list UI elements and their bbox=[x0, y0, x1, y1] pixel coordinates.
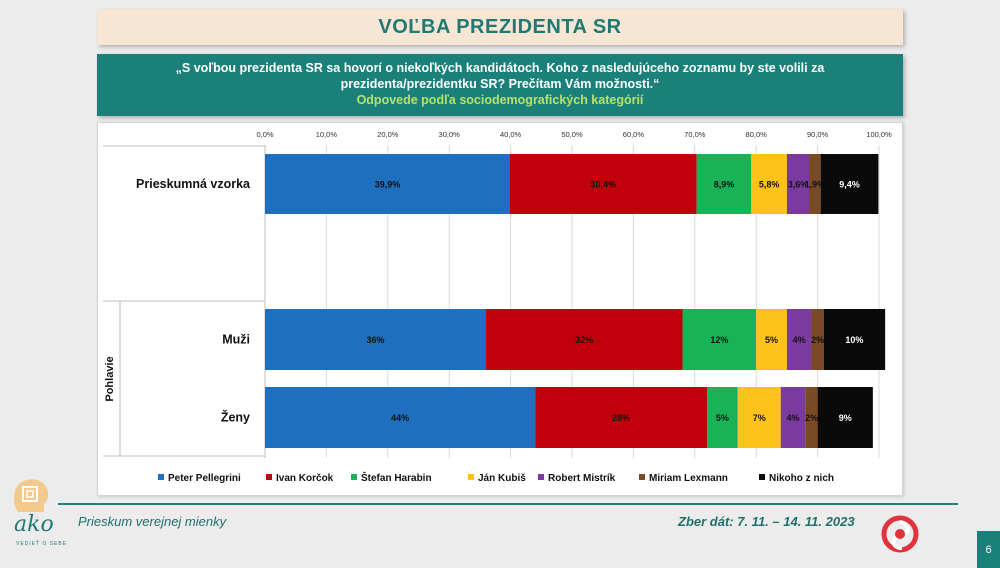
data-label: 39,9% bbox=[375, 180, 401, 190]
bar-segment bbox=[751, 154, 787, 214]
data-label: 8,9% bbox=[714, 180, 735, 190]
data-label: 7% bbox=[753, 413, 766, 423]
x-tick-label: 70,0% bbox=[684, 130, 706, 139]
title-banner: VOĽBA PREZIDENTA SR bbox=[97, 9, 903, 45]
bar-segment bbox=[486, 309, 683, 370]
page-title: VOĽBA PREZIDENTA SR bbox=[378, 15, 622, 38]
data-label: 2% bbox=[805, 413, 818, 423]
footer-survey-label: Prieskum verejnej mienky bbox=[78, 514, 227, 529]
x-tick-label: 80,0% bbox=[746, 130, 768, 139]
category-label: Prieskumná vzorka bbox=[136, 177, 251, 191]
data-label: 4% bbox=[787, 413, 800, 423]
bar-segment bbox=[820, 154, 879, 214]
data-label: 4% bbox=[793, 335, 806, 345]
x-tick-label: 50,0% bbox=[561, 130, 583, 139]
bar-segment bbox=[265, 154, 510, 214]
ako-logo-tagline: VEDIEŤ O SEBE bbox=[16, 541, 68, 547]
data-label: 10% bbox=[845, 335, 863, 345]
bar-segment bbox=[707, 387, 738, 448]
ako-logo-text: ako bbox=[14, 512, 54, 537]
bar-segment bbox=[823, 309, 886, 370]
x-tick-label: 40,0% bbox=[500, 130, 522, 139]
x-tick-label: 100,0% bbox=[866, 130, 892, 139]
data-label: 3,6% bbox=[788, 180, 809, 190]
data-label: 5,8% bbox=[759, 180, 780, 190]
bar-segment bbox=[786, 154, 810, 214]
data-label: 32% bbox=[575, 335, 593, 345]
data-label: 12% bbox=[710, 335, 728, 345]
group-label: Pohlavie bbox=[104, 356, 116, 401]
bar-segment bbox=[265, 309, 487, 370]
ako-head-logo-icon bbox=[13, 479, 49, 512]
question-line-2: prezidenta/prezidentku SR? Prečítam Vám … bbox=[340, 77, 660, 91]
data-label: 44% bbox=[391, 413, 409, 423]
legend-swatch bbox=[759, 474, 765, 480]
bar-segment bbox=[696, 154, 752, 214]
category-label: Ženy bbox=[221, 410, 250, 425]
bar-segment bbox=[780, 387, 806, 448]
data-label: 1,9% bbox=[805, 180, 826, 190]
bar-segment bbox=[682, 309, 757, 370]
x-tick-label: 20,0% bbox=[377, 130, 399, 139]
data-label: 2% bbox=[811, 335, 824, 345]
bar-segment bbox=[805, 387, 818, 448]
x-tick-label: 30,0% bbox=[439, 130, 461, 139]
legend-label: Ivan Korčok bbox=[276, 473, 334, 484]
chart-panel: 0,0% 10,0% 20,0% 30,0% 40,0% 50,0% 60,0% 70,0% 8… bbox=[97, 122, 903, 496]
x-tick-label: 60,0% bbox=[623, 130, 645, 139]
data-label: 30,4% bbox=[591, 180, 617, 190]
footer-divider bbox=[58, 503, 958, 505]
page-number: 6 bbox=[977, 531, 1000, 568]
bar-segment bbox=[811, 309, 824, 370]
bar-segment bbox=[817, 387, 873, 448]
legend-label: Štefan Harabin bbox=[361, 471, 432, 484]
stacked-bar-chart: 0,0% 10,0% 20,0% 30,0% 40,0% 50,0% 60,0% 70,0% 8… bbox=[103, 130, 892, 484]
question-banner: „S voľbou prezidenta SR sa hovorí o niek… bbox=[97, 54, 903, 116]
x-tick-label: 10,0% bbox=[316, 130, 338, 139]
x-tick-label: 90,0% bbox=[807, 130, 829, 139]
question-line-1: „S voľbou prezidenta SR sa hovorí o niek… bbox=[175, 61, 825, 75]
bar-segment bbox=[265, 387, 536, 448]
legend-label: Peter Pellegrini bbox=[168, 473, 241, 484]
legend-label: Robert Mistrík bbox=[548, 473, 616, 484]
legend-label: Miriam Lexmann bbox=[649, 473, 728, 484]
legend-label: Nikoho z nich bbox=[769, 473, 834, 484]
legend-label: Ján Kubiš bbox=[478, 473, 526, 484]
legend-swatch bbox=[538, 474, 544, 480]
data-label: 9% bbox=[839, 413, 852, 423]
bar-segment bbox=[809, 154, 821, 214]
bar-segment bbox=[737, 387, 781, 448]
question-subtitle: Odpovede podľa sociodemografických kateg… bbox=[356, 93, 644, 107]
legend-swatch bbox=[266, 474, 272, 480]
data-label: 28% bbox=[612, 413, 630, 423]
slovak-radio-logo-icon bbox=[881, 515, 919, 553]
x-tick-label: 0,0% bbox=[256, 130, 273, 139]
bar-segment bbox=[756, 309, 787, 370]
data-label: 9,4% bbox=[839, 180, 860, 190]
data-label: 36% bbox=[367, 335, 385, 345]
legend-swatch bbox=[351, 474, 357, 480]
bar-segment bbox=[535, 387, 708, 448]
category-label: Muži bbox=[222, 333, 250, 347]
footer-date-range: Zber dát: 7. 11. – 14. 11. 2023 bbox=[678, 514, 855, 529]
legend-swatch bbox=[639, 474, 645, 480]
bar-segment bbox=[786, 309, 812, 370]
data-label: 5% bbox=[765, 335, 778, 345]
data-label: 5% bbox=[716, 413, 729, 423]
legend-swatch bbox=[468, 474, 474, 480]
legend-swatch bbox=[158, 474, 164, 480]
bar-segment bbox=[509, 154, 697, 214]
